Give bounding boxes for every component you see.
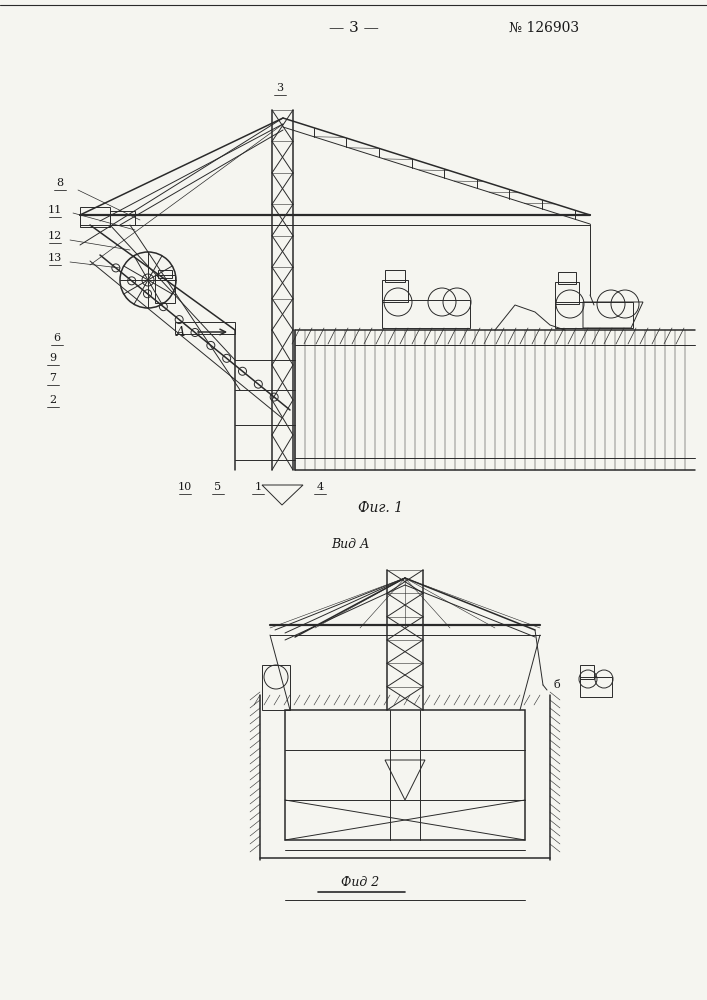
Text: 3: 3 <box>276 83 284 93</box>
Bar <box>80 207 110 227</box>
Bar <box>382 300 470 328</box>
Text: А: А <box>175 326 185 338</box>
Text: 12: 12 <box>48 231 62 241</box>
Bar <box>382 280 408 302</box>
Bar <box>158 270 172 278</box>
Bar <box>558 272 576 284</box>
Text: Фид 2: Фид 2 <box>341 876 379 890</box>
Text: Фиг. 1: Фиг. 1 <box>358 501 402 515</box>
Text: 6: 6 <box>54 333 61 343</box>
Bar <box>175 322 235 334</box>
Text: 10: 10 <box>178 482 192 492</box>
Text: Вид А: Вид А <box>331 538 369 552</box>
Text: — 3 —: — 3 — <box>329 21 378 35</box>
Text: 2: 2 <box>49 395 57 405</box>
Bar <box>385 270 405 282</box>
Bar <box>555 302 633 328</box>
Bar <box>580 677 612 697</box>
Text: 4: 4 <box>317 482 324 492</box>
Bar <box>262 665 290 710</box>
Text: 5: 5 <box>214 482 221 492</box>
Text: 8: 8 <box>57 178 64 188</box>
Bar <box>155 275 175 303</box>
Text: 1: 1 <box>255 482 262 492</box>
Bar <box>555 282 579 304</box>
Bar <box>580 665 594 679</box>
Bar <box>110 211 135 225</box>
Text: 11: 11 <box>48 205 62 215</box>
Bar <box>285 710 525 840</box>
Text: № 126903: № 126903 <box>509 21 580 35</box>
Text: 7: 7 <box>49 373 57 383</box>
Text: 9: 9 <box>49 353 57 363</box>
Text: б: б <box>554 680 561 690</box>
Text: 13: 13 <box>48 253 62 263</box>
